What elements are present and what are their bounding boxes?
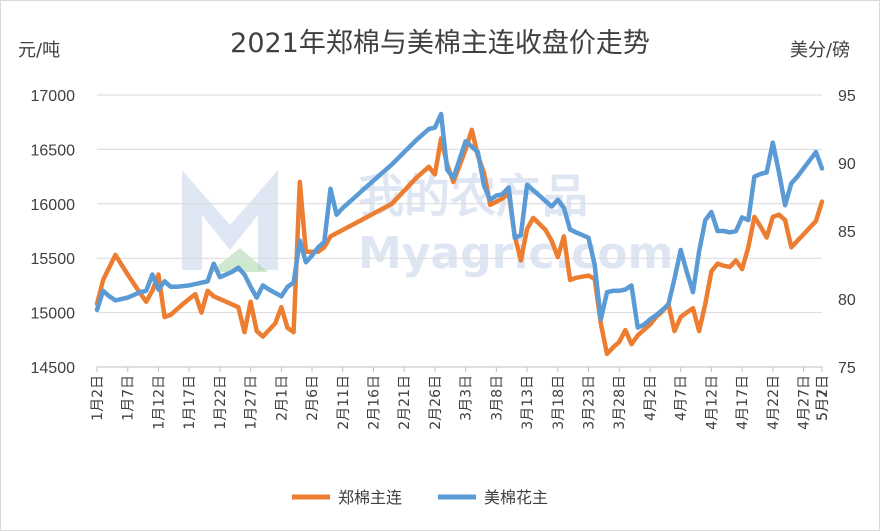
legend-label-zhengmian: 郑棉主连	[338, 488, 402, 507]
right-axis-unit: 美分/磅	[790, 40, 850, 61]
x-tick-label: 4月17日	[735, 375, 751, 430]
left-y-tick-label: 14500	[31, 360, 76, 377]
watermark-logo	[182, 170, 278, 270]
right-y-tick-label: 85	[838, 224, 856, 241]
legend-label-meimian: 美棉花主	[484, 488, 548, 507]
left-y-tick-label: 15000	[31, 306, 76, 323]
x-tick-label: 1月12日	[151, 375, 167, 430]
right-y-tick-label: 75	[838, 360, 856, 377]
left-y-tick-label: 16500	[31, 142, 76, 159]
x-tick-label: 2月11日	[336, 375, 352, 430]
x-tick-label: 2月1日	[274, 375, 290, 421]
left-y-tick-label: 15500	[31, 251, 76, 268]
left-y-tick-label: 17000	[31, 88, 76, 105]
x-axis: 1月2日 1月7日 1月12日 1月17日 1月22日 1月27日 2月1日 2月6日 2月11…	[90, 367, 831, 430]
x-tick-label: 1月22日	[213, 375, 229, 430]
x-tick-label: 4月22日	[766, 375, 782, 430]
x-tick-label: 4月2日	[643, 375, 659, 421]
right-y-tick-label: 95	[838, 88, 856, 105]
gridlines	[97, 94, 822, 368]
left-y-axis: 17000 16500 16000 15500 15000 14500	[31, 88, 76, 377]
x-tick-label: 1月7日	[121, 375, 137, 421]
left-axis-unit: 元/吨	[18, 40, 60, 61]
right-y-axis: 95 90 85 80 75	[838, 88, 856, 377]
x-tick-label: 3月23日	[582, 375, 598, 430]
x-tick-label: 5月7日	[815, 375, 831, 421]
watermark-cn: 我的农产品	[358, 169, 588, 223]
x-tick-label: 2月16日	[366, 375, 382, 430]
x-tick-label: 1月27日	[244, 375, 260, 430]
series-line-meimian	[94, 111, 825, 330]
left-y-tick-label: 16000	[31, 197, 76, 214]
x-tick-label: 3月8日	[489, 375, 505, 421]
x-tick-label: 2月6日	[305, 375, 321, 421]
series-lines	[94, 111, 825, 357]
x-tick-label: 1月2日	[90, 375, 106, 421]
watermark-leaf-icon	[210, 248, 268, 272]
x-tick-label: 2月21日	[397, 375, 413, 430]
x-tick-label: 3月3日	[459, 375, 475, 421]
x-tick-label: 1月17日	[182, 375, 198, 430]
x-tick-label: 4月27日	[797, 375, 813, 430]
x-tick-label: 4月12日	[704, 375, 720, 430]
legend: 郑棉主连 美棉花主	[292, 488, 548, 507]
right-y-tick-label: 90	[838, 156, 856, 173]
x-tick-label: 3月28日	[612, 375, 628, 430]
chart-title: 2021年郑棉与美棉主连收盘价走势	[230, 28, 650, 59]
x-tick-label: 3月18日	[551, 375, 567, 430]
x-tick-label: 5月2日	[815, 375, 831, 421]
x-tick-label: 4月7日	[674, 375, 690, 421]
x-tick-label: 3月13日	[520, 375, 536, 430]
right-y-tick-label: 80	[838, 292, 856, 309]
x-tick-label: 2月26日	[428, 375, 444, 430]
